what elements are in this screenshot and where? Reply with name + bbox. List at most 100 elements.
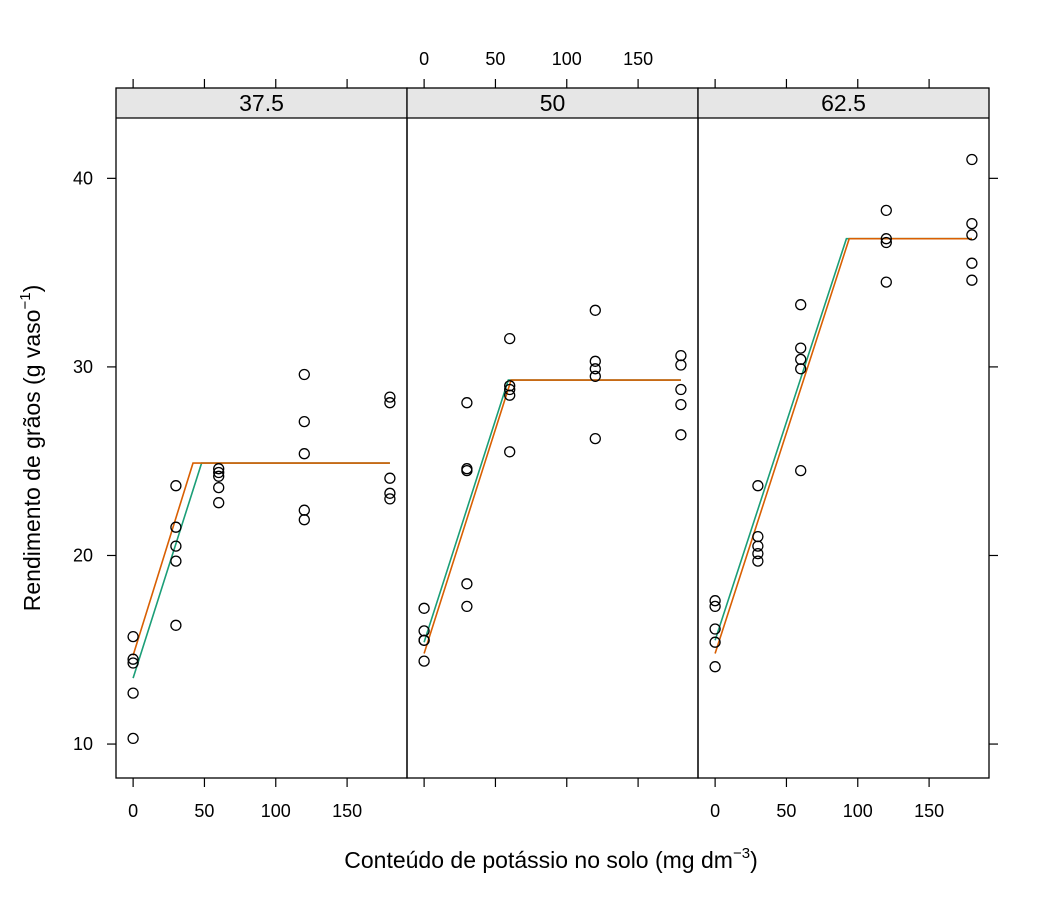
data-point: [589, 363, 601, 375]
strip-background: [116, 88, 407, 118]
data-point: [504, 389, 516, 401]
data-point: [127, 657, 139, 669]
data-point: [384, 391, 396, 403]
y-tick-label: 20: [73, 545, 93, 565]
data-point: [461, 464, 473, 477]
data-point: [213, 497, 225, 509]
x-axis-label-superscript: −3: [733, 845, 750, 862]
panel-50: 50 0 50 100 150: [406, 49, 699, 787]
data-point: [752, 547, 764, 560]
data-point: [384, 493, 396, 505]
data-point: [213, 481, 225, 494]
data-point: [795, 299, 807, 311]
data-point: [213, 463, 225, 475]
data-point: [795, 353, 807, 366]
data-point: [966, 257, 978, 269]
x-tick-label-top: 150: [623, 49, 653, 69]
x-axis-label-tail: ): [750, 847, 758, 873]
panel-border: [697, 87, 990, 779]
data-point: [880, 204, 892, 217]
data-point: [709, 661, 721, 673]
y-tick-label: 30: [73, 357, 93, 377]
data-point: [170, 480, 182, 492]
y-tick-label: 40: [73, 168, 93, 188]
strip-label: 62.5: [821, 90, 866, 116]
axes-layer: 10 20 30 40: [73, 168, 998, 754]
data-point: [709, 595, 721, 607]
data-point: [752, 530, 764, 543]
data-point: [589, 370, 601, 382]
data-point: [127, 630, 139, 643]
strip-background: [407, 88, 698, 118]
data-point: [675, 349, 687, 362]
x-tick-label-bottom: 100: [261, 801, 291, 821]
data-point: [418, 655, 430, 667]
data-point: [170, 540, 182, 552]
panels-layer: 37.5 0 50 100 150 50 0 50 100 150 62.5 0 50 100 150: [115, 49, 990, 821]
data-point: [589, 355, 601, 367]
data-point: [384, 472, 396, 484]
strip-label: 37.5: [239, 90, 284, 116]
y-axis-label-main: Rendimento de grãos (g vaso: [19, 310, 45, 612]
data-point: [213, 470, 225, 482]
data-point: [127, 687, 139, 699]
y-tick-label: 10: [73, 734, 93, 754]
panel-62-5: 62.5 0 50 100 150: [697, 79, 990, 821]
data-point: [418, 634, 430, 646]
data-point: [752, 540, 764, 552]
x-tick-label-bottom: 0: [128, 801, 138, 821]
data-point: [589, 304, 601, 316]
x-tick-label-top: 50: [485, 49, 505, 69]
y-axis-label-superscript: −1: [17, 292, 34, 309]
data-point: [213, 466, 225, 479]
fit-line-2: [423, 379, 681, 654]
data-point: [127, 732, 139, 745]
data-point: [966, 217, 978, 230]
data-point: [418, 602, 430, 614]
strip-background: [698, 88, 989, 118]
data-point: [752, 480, 764, 492]
data-point: [675, 429, 687, 441]
data-point: [880, 236, 892, 249]
data-point: [298, 504, 310, 516]
data-point: [880, 276, 892, 288]
data-point: [589, 432, 601, 445]
panel-border: [115, 87, 408, 779]
x-tick-label-bottom: 50: [776, 801, 796, 821]
fit-line-2: [714, 237, 972, 654]
data-point: [298, 368, 310, 381]
data-point: [752, 555, 764, 567]
data-point: [170, 555, 182, 567]
data-point: [170, 521, 182, 533]
y-axis-label: Rendimento de grãos (g vaso−1): [17, 285, 45, 612]
data-point: [298, 415, 310, 428]
data-point: [675, 398, 687, 411]
data-point: [966, 229, 978, 241]
strip-label: 50: [540, 90, 566, 116]
data-point: [127, 653, 139, 665]
data-point: [504, 383, 516, 396]
data-point: [966, 153, 978, 166]
data-point: [709, 600, 721, 613]
x-axis-label-main: Conteúdo de potássio no solo (mg dm: [344, 847, 733, 873]
data-point: [795, 342, 807, 354]
x-tick-label-bottom: 150: [332, 801, 362, 821]
data-point: [795, 363, 807, 375]
data-point: [461, 578, 473, 590]
data-point: [384, 487, 396, 499]
panel-border: [406, 87, 699, 779]
x-tick-label-bottom: 0: [710, 801, 720, 821]
data-point: [384, 397, 396, 409]
x-axis-label: Conteúdo de potássio no solo (mg dm−3): [344, 845, 757, 873]
data-point: [709, 636, 721, 648]
data-point: [675, 383, 687, 396]
data-point: [461, 397, 473, 409]
data-point: [298, 514, 310, 526]
data-point: [461, 600, 473, 613]
data-point: [504, 446, 516, 458]
x-tick-label-bottom: 50: [194, 801, 214, 821]
panel-37-5: 37.5 0 50 100 150: [115, 79, 408, 821]
x-tick-label-bottom: 150: [914, 801, 944, 821]
data-point: [170, 619, 182, 631]
